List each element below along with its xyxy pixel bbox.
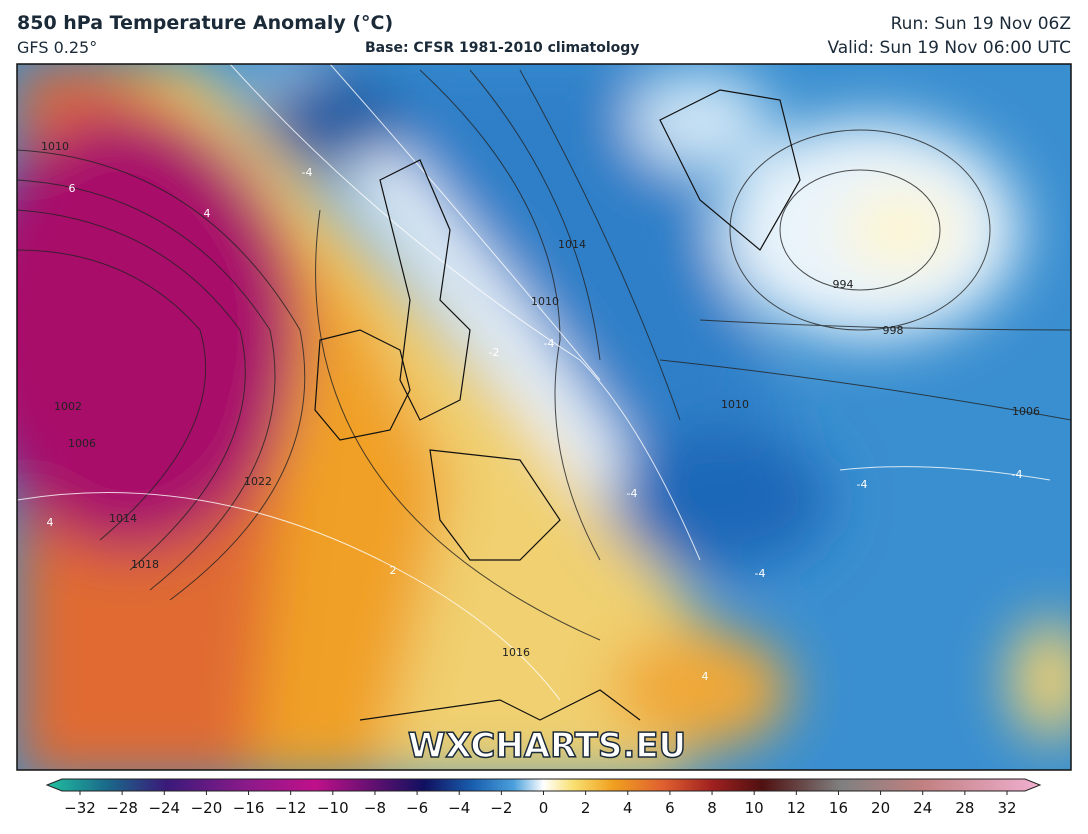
colorbar-label: 32: [997, 799, 1016, 817]
colorbar-label: 12: [787, 799, 806, 817]
colorbar-label: −10: [317, 799, 349, 817]
isobar-label: 1006: [1012, 405, 1040, 418]
isotherm-label: 4: [47, 516, 54, 529]
isotherm-label: -2: [489, 346, 500, 359]
isobar-label: 994: [833, 278, 854, 291]
colorbar-label: −24: [148, 799, 180, 817]
colorbar-label: 24: [913, 799, 932, 817]
isobar-label: 1022: [244, 475, 272, 488]
colorbar-label: 10: [745, 799, 764, 817]
isobar-label: 1010: [531, 295, 559, 308]
valid: Valid: Sun 19 Nov 06:00 UTC: [827, 38, 1071, 58]
colorbar-label: 4: [623, 799, 633, 817]
isotherm-label: -4: [1012, 468, 1023, 481]
isobar-label: 998: [883, 324, 904, 337]
base: Base: CFSR 1981-2010 climatology: [365, 40, 640, 56]
colorbar-label: −16: [233, 799, 265, 817]
isobar-label: 1002: [54, 400, 82, 413]
colorbar-label: −8: [364, 799, 386, 817]
isotherm-label: -4: [627, 487, 638, 500]
colorbar-label: −32: [64, 799, 96, 817]
isobar-label: 1010: [721, 398, 749, 411]
colorbar-label: 6: [665, 799, 675, 817]
colorbar-label: −4: [448, 799, 470, 817]
map-field: [17, 64, 1071, 770]
colorbar-label: −6: [406, 799, 428, 817]
isotherm-label: 4: [204, 207, 211, 220]
colorbar-label: −20: [191, 799, 223, 817]
colorbar-label: 28: [955, 799, 974, 817]
isotherm-label: 4: [702, 670, 709, 683]
isobar-label: 1014: [558, 238, 586, 251]
colorbar-label: 16: [829, 799, 848, 817]
isobar-label: 1018: [131, 558, 159, 571]
isotherm-label: -4: [544, 337, 555, 350]
isobar-label: 1014: [109, 512, 137, 525]
isobar-label: 1006: [68, 437, 96, 450]
colorbar-label: 8: [707, 799, 717, 817]
colorbar-label: 2: [581, 799, 591, 817]
watermark: WXCHARTS.EU: [408, 726, 686, 766]
colorbar-label: −2: [490, 799, 512, 817]
isobar-label: 1010: [41, 140, 69, 153]
title: 850 hPa Temperature Anomaly (°C): [17, 12, 394, 34]
colorbar-label: 0: [539, 799, 549, 817]
colorbar: [45, 778, 1042, 792]
isotherm-label: -4: [857, 478, 868, 491]
isotherm-label: -4: [302, 166, 313, 179]
colorbar-label: −12: [275, 799, 307, 817]
isotherm-label: 2: [390, 564, 397, 577]
isotherm-label: 6: [69, 182, 76, 195]
isotherm-label: -4: [755, 567, 766, 580]
run: Run: Sun 19 Nov 06Z: [890, 14, 1071, 34]
model: GFS 0.25°: [17, 38, 98, 57]
colorbar-label: −28: [106, 799, 138, 817]
colorbar-label: 20: [871, 799, 890, 817]
isobar-label: 1016: [502, 646, 530, 659]
